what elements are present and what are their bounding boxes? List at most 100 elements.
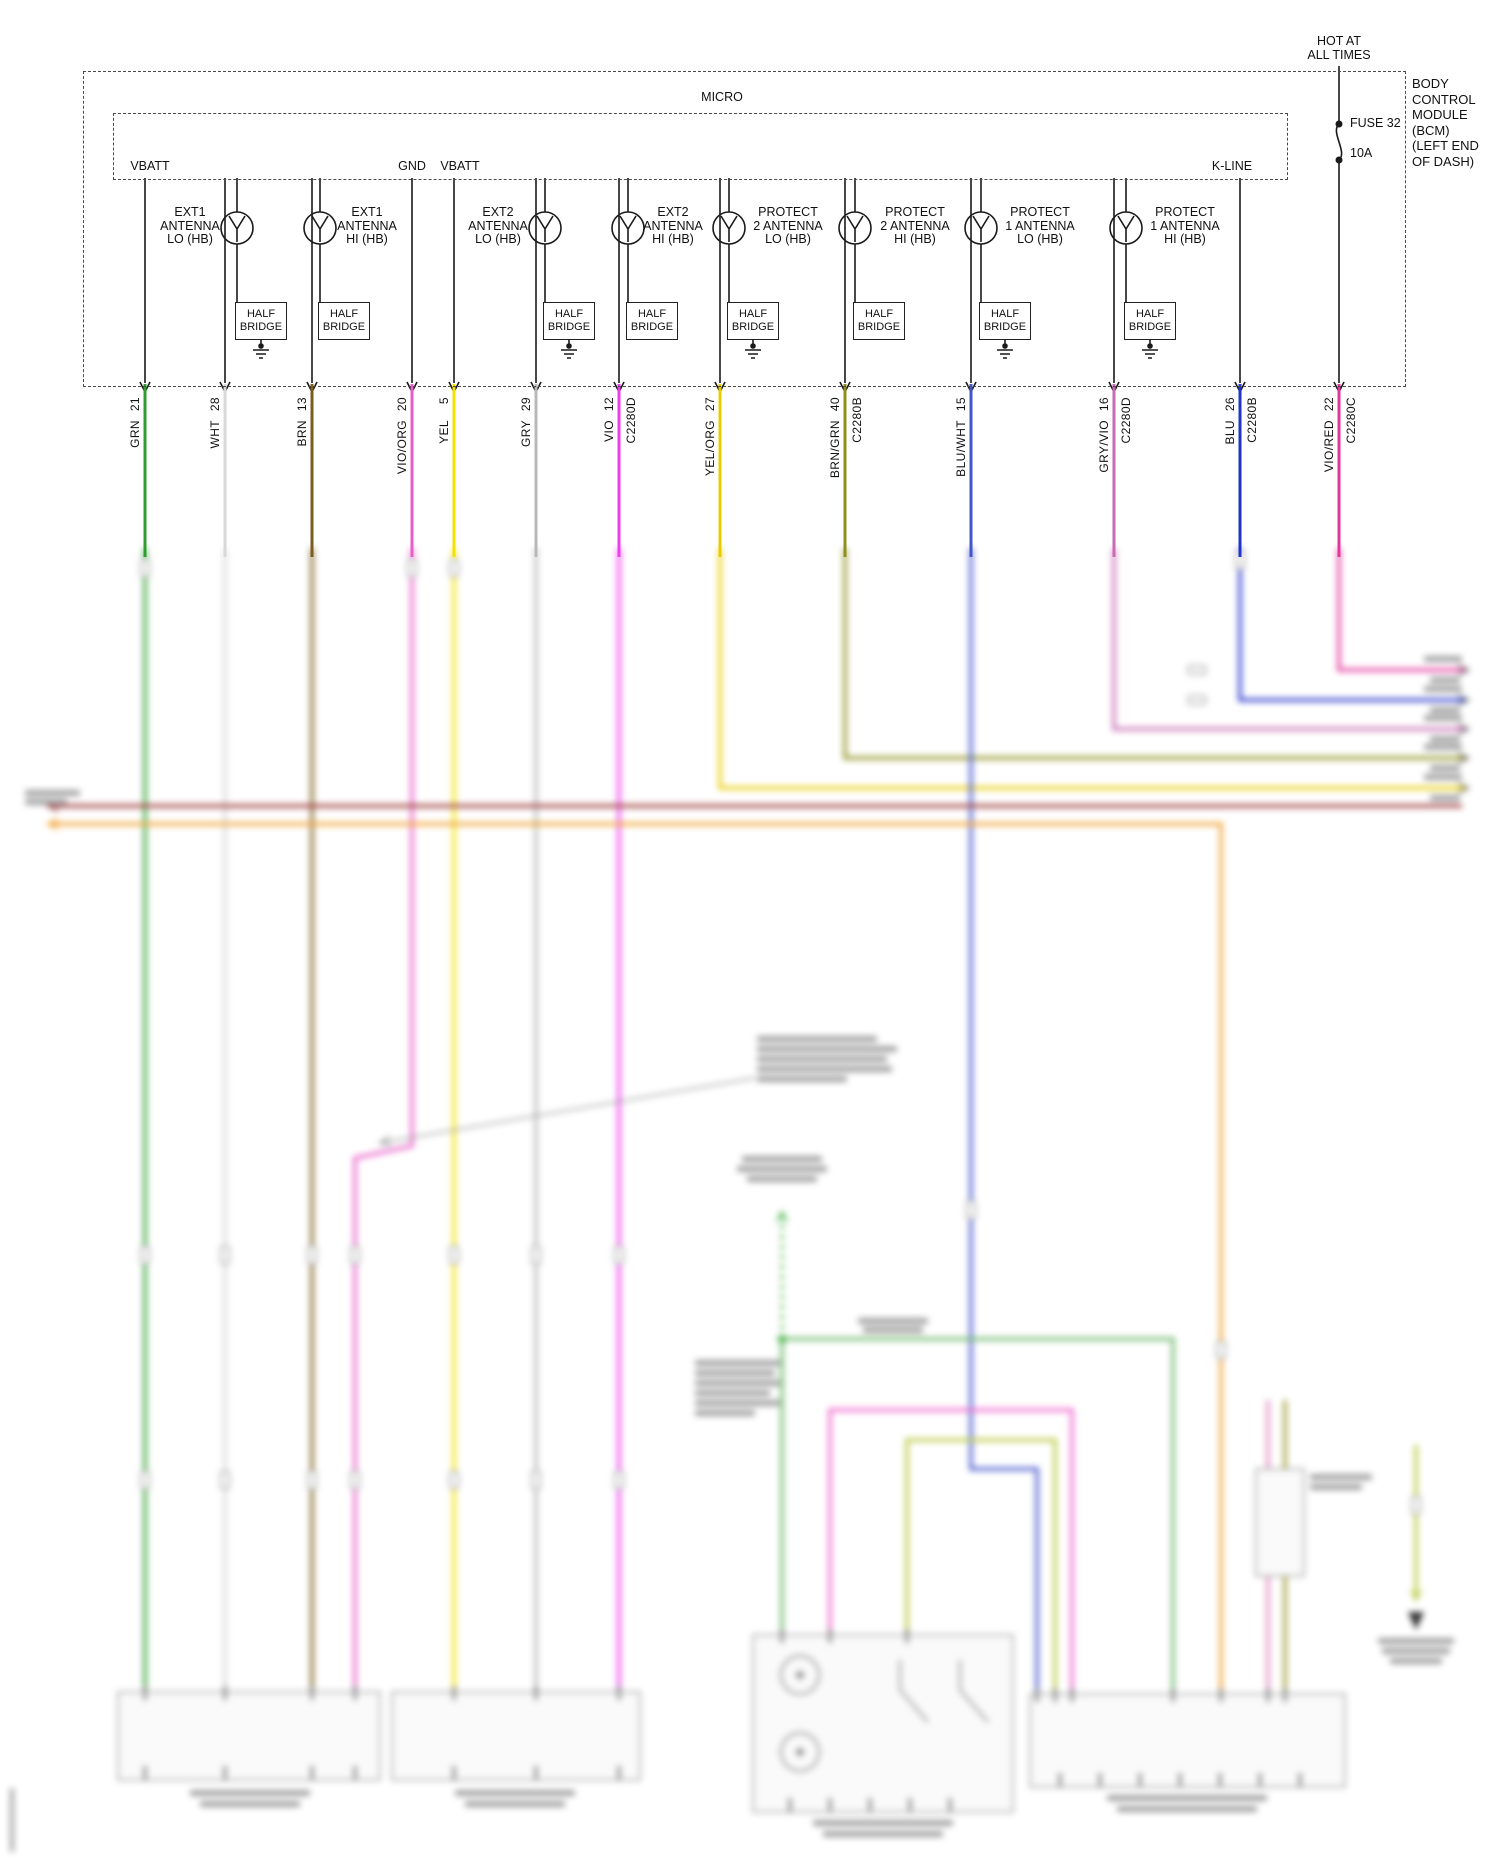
wire-color-name: BLU/WHT — [954, 420, 968, 477]
blurred-text-blob — [737, 1166, 827, 1172]
blurred-text-blob — [200, 1801, 300, 1807]
antenna-channel-label: PROTECT 2 ANTENNA LO (HB) — [753, 205, 823, 246]
blurred-text-blob — [1430, 795, 1460, 801]
blurred-text-blob — [1424, 686, 1462, 692]
blurred-text-blob — [455, 1790, 575, 1796]
wire-color-name: GRY — [519, 420, 533, 447]
wire-colored-segments — [143, 384, 1341, 557]
wire-pin-number: 12 — [602, 397, 616, 412]
antenna-icon — [712, 211, 746, 245]
wire-pin-number: 27 — [703, 397, 717, 412]
blurred-text-blob — [747, 1176, 817, 1182]
ground-icons — [253, 338, 1158, 359]
antenna-channel-label: PROTECT 1 ANTENNA HI (HB) — [1150, 205, 1220, 246]
blurred-text-blob — [25, 790, 80, 796]
antenna-channel-label: EXT2 ANTENNA LO (HB) — [468, 205, 528, 246]
wire-connector-label: C2280B — [850, 397, 864, 443]
harness-wires — [143, 548, 1468, 1694]
wire-color-name: VIO/RED — [1322, 420, 1336, 473]
antenna-icon — [220, 211, 254, 245]
blurred-text-blob — [465, 1801, 565, 1807]
half-bridge-box: HALF BRIDGE — [543, 302, 595, 340]
antenna-icon — [528, 211, 562, 245]
blurred-text-blob — [813, 1820, 953, 1826]
wire-color-name: GRY/VIO — [1097, 420, 1111, 473]
wire-pin-number: 20 — [395, 397, 409, 412]
micro-label: MICRO — [701, 90, 743, 104]
blurred-text-blob — [1107, 1795, 1267, 1801]
wire-pin-number: 28 — [208, 397, 222, 412]
blurred-text-blob — [1390, 1658, 1442, 1664]
half-bridge-box: HALF BRIDGE — [727, 302, 779, 340]
half-bridge-box: HALF BRIDGE — [1124, 302, 1176, 340]
half-bridge-box: HALF BRIDGE — [235, 302, 287, 340]
antenna-icon — [303, 211, 337, 245]
blurred-text-blob — [695, 1370, 775, 1376]
blurred-text-blob — [1382, 1648, 1450, 1654]
antenna-icons — [220, 211, 1143, 245]
wire-color-name: VIO/ORG — [395, 420, 409, 475]
blurred-text-blob — [1430, 736, 1460, 742]
wire-pin-number: 16 — [1097, 397, 1111, 412]
blurred-text-blob — [863, 1327, 923, 1333]
blurred-text-blob — [695, 1380, 780, 1386]
wire-pin-number: 21 — [128, 397, 142, 412]
blurred-text-blob — [1430, 707, 1460, 713]
exit-arrow-icons — [139, 381, 1345, 394]
antenna-channel-label: EXT2 ANTENNA HI (HB) — [643, 205, 703, 246]
wire-pin-number: 15 — [954, 397, 968, 412]
wire-color-name: YEL — [437, 420, 451, 444]
antenna-icon — [964, 211, 998, 245]
wire-color-name: BRN/GRN — [828, 420, 842, 479]
blurred-text-blob — [757, 1066, 892, 1072]
blurred-text-blob — [1310, 1484, 1362, 1490]
antenna-channel-label: EXT1 ANTENNA HI (HB) — [337, 205, 397, 246]
half-bridge-box: HALF BRIDGE — [318, 302, 370, 340]
antenna-channel-label: PROTECT 2 ANTENNA HI (HB) — [880, 205, 950, 246]
blurred-text-blob — [1117, 1806, 1257, 1812]
wire-pin-number: 29 — [519, 397, 533, 412]
blurred-text-blob — [1424, 774, 1462, 780]
wire-connector-label: C2280D — [624, 397, 638, 444]
blurred-text-blob — [1424, 744, 1462, 750]
blurred-text-blob — [757, 1056, 887, 1062]
inline-connector-ticks — [139, 550, 1422, 1515]
half-bridge-box: HALF BRIDGE — [979, 302, 1031, 340]
blurred-text-blob — [695, 1390, 770, 1396]
antenna-icon — [838, 211, 872, 245]
half-bridge-box: HALF BRIDGE — [853, 302, 905, 340]
fuse-icon — [1335, 120, 1343, 164]
blurred-text-blob — [25, 799, 67, 805]
rail-label-gnd: GND — [398, 159, 426, 173]
blurred-text-blob — [695, 1410, 755, 1416]
blurred-text-blob — [858, 1318, 928, 1324]
wire-pin-number: 26 — [1223, 397, 1237, 412]
connector-pin-marks — [143, 1629, 1302, 1812]
antenna-channel-label: EXT1 ANTENNA LO (HB) — [160, 205, 220, 246]
annotation-arrow — [378, 1077, 756, 1146]
blurred-text-blob — [1310, 1474, 1372, 1480]
wire-pin-number: 22 — [1322, 397, 1336, 412]
wire-connector-label: C2280C — [1344, 397, 1358, 444]
component-symbols — [780, 1655, 989, 1772]
wire-color-name: BLU — [1223, 420, 1237, 445]
rail-label-k-line: K-LINE — [1211, 159, 1253, 173]
antenna-channel-label: PROTECT 1 ANTENNA LO (HB) — [1005, 205, 1075, 246]
blurred-text-blob — [1430, 765, 1460, 771]
antenna-icon — [1109, 211, 1143, 245]
wire-junction-dot — [777, 1334, 787, 1344]
wire-connector-label: C2280D — [1119, 397, 1133, 444]
blurred-text-blob — [695, 1360, 780, 1366]
wire-color-name: WHT — [208, 420, 222, 449]
rail-label-vbatt-2: VBATT — [440, 159, 480, 173]
blurred-text-blob — [1378, 1638, 1454, 1644]
bcm-module-label: BODY CONTROL MODULE (BCM) (LEFT END OF D… — [1412, 76, 1479, 169]
wire-pin-number: 5 — [437, 397, 451, 405]
schematic-lines — [139, 66, 1345, 557]
hot-at-all-times-label: HOT AT ALL TIMES — [1307, 34, 1371, 62]
blurred-text-blob — [757, 1036, 877, 1042]
half-bridge-box: HALF BRIDGE — [626, 302, 678, 340]
wire-pin-number: 13 — [295, 397, 309, 412]
